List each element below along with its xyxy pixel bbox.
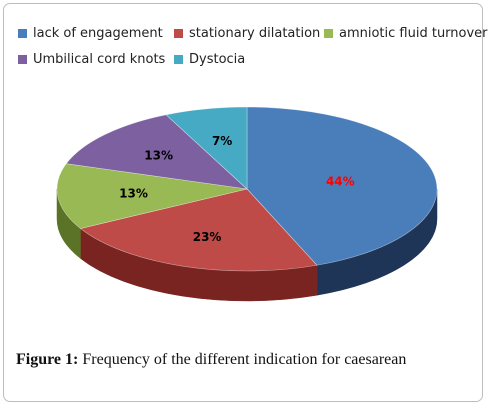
pie-slice-4 xyxy=(165,106,248,190)
data-label-2: 13% xyxy=(119,187,148,201)
legend-item-umbilical-cord-knots: Umbilical cord knots xyxy=(18,52,165,67)
figure-caption: Figure 1: Frequency of the different ind… xyxy=(16,351,406,369)
caption-text: Frequency of the different indication fo… xyxy=(78,351,407,368)
legend-label: Dystocia xyxy=(189,52,246,67)
legend-item-stationary-dilatation: stationary dilatation xyxy=(174,26,320,41)
legend-item-amniotic-fluid-turnover: amniotic fluid turnover xyxy=(324,26,488,41)
legend-swatch xyxy=(18,29,27,38)
pie-slice-2 xyxy=(56,163,248,229)
pie-slice-0 xyxy=(246,106,438,266)
data-label-4: 7% xyxy=(212,134,232,148)
legend-item-dystocia: Dystocia xyxy=(174,52,245,67)
caption-prefix: Figure 1: xyxy=(16,351,79,368)
legend-swatch xyxy=(18,55,27,64)
pie-chart: 44% 23% 13% 13% 7% xyxy=(56,106,438,302)
figure-frame: lack of engagement stationary dilatation… xyxy=(3,3,488,402)
legend-label: amniotic fluid turnover xyxy=(339,26,488,41)
legend-label: lack of engagement xyxy=(33,26,163,41)
legend-label: stationary dilatation xyxy=(189,26,321,41)
data-label-0: 44% xyxy=(326,174,355,188)
legend-item-lack-of-engagement: lack of engagement xyxy=(18,26,163,41)
pie-slice-1 xyxy=(79,188,318,272)
legend-swatch xyxy=(324,29,333,38)
data-label-1: 23% xyxy=(193,230,222,244)
legend-label: Umbilical cord knots xyxy=(33,52,166,67)
legend-swatch xyxy=(174,29,183,38)
pie-slice-3 xyxy=(65,114,248,190)
legend-swatch xyxy=(174,55,183,64)
data-label-3: 13% xyxy=(144,148,173,162)
